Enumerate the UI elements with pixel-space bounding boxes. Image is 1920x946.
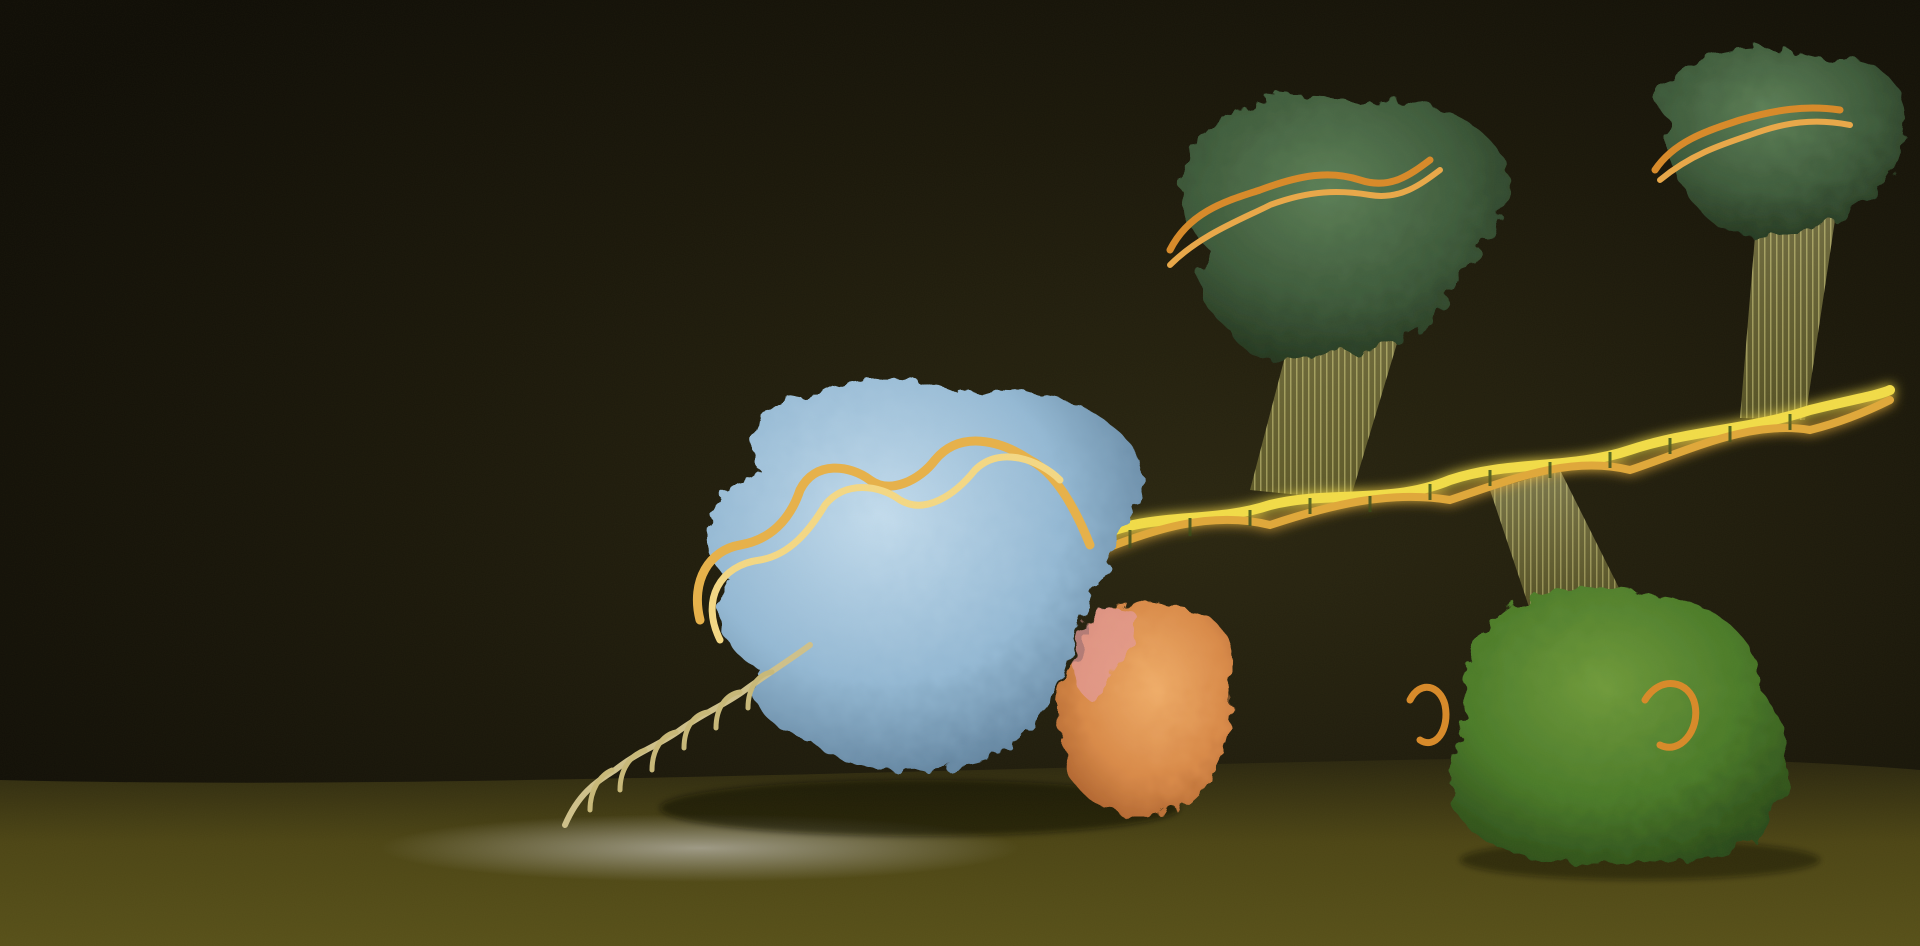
molecular-illustration <box>0 0 1920 946</box>
scene-canvas <box>0 0 1920 946</box>
grain-overlay <box>0 0 1920 946</box>
